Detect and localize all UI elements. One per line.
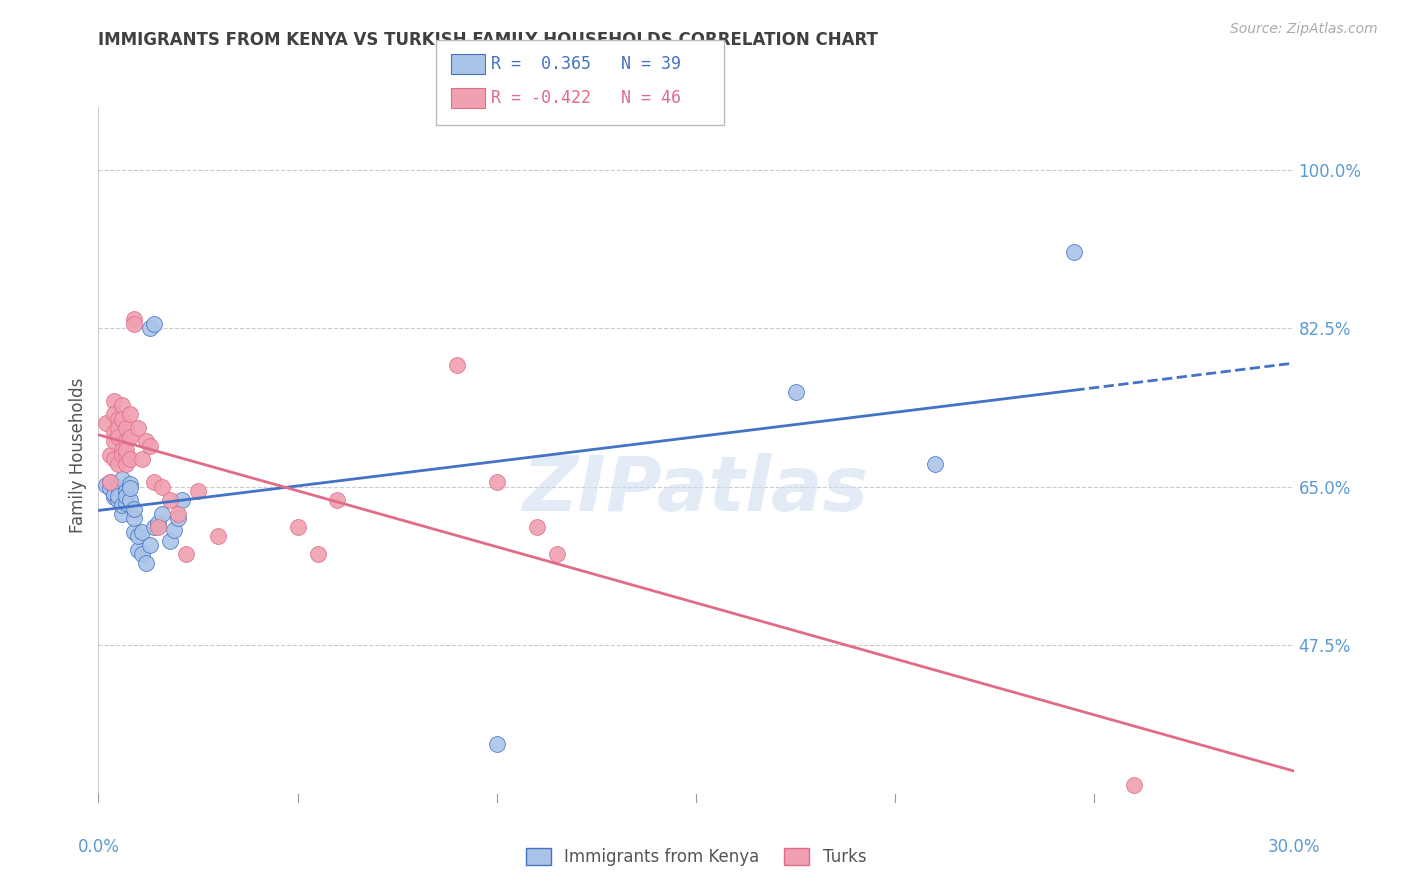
Point (96, 477, 118, 491)
Point (103, 434, 125, 449)
Text: R =  0.365   N = 39: R = 0.365 N = 39 (491, 55, 681, 73)
Point (120, 476, 142, 491)
Legend: Immigrants from Kenya, Turks: Immigrants from Kenya, Turks (517, 839, 875, 874)
Point (135, 557, 157, 571)
Point (107, 457, 129, 471)
Point (111, 498, 134, 512)
Point (159, 533, 181, 548)
Point (120, 452, 142, 467)
Point (115, 496, 138, 510)
Point (111, 411, 134, 425)
Point (148, 516, 170, 530)
Point (131, 452, 153, 467)
Point (187, 484, 209, 499)
Point (124, 524, 146, 539)
Point (124, 312, 146, 326)
Point (127, 421, 149, 435)
Point (120, 493, 142, 508)
Point (120, 481, 142, 495)
Point (135, 434, 157, 449)
Point (143, 520, 166, 534)
Point (100, 448, 122, 462)
Text: 30.0%: 30.0% (1267, 838, 1320, 855)
Point (111, 472, 134, 486)
Point (124, 317, 146, 331)
Point (163, 523, 186, 537)
Point (115, 489, 138, 503)
Point (526, 520, 548, 534)
Point (115, 457, 138, 471)
Point (159, 493, 181, 508)
Point (111, 507, 134, 521)
Point (131, 547, 153, 561)
Point (103, 393, 125, 408)
Point (167, 507, 190, 521)
Point (107, 421, 129, 435)
Point (111, 443, 134, 458)
Point (115, 443, 138, 458)
Point (924, 457, 946, 471)
Point (124, 511, 146, 525)
Point (131, 524, 153, 539)
Point (148, 520, 170, 534)
Point (485, 737, 508, 751)
Point (139, 538, 162, 552)
Point (111, 398, 134, 412)
Point (103, 452, 125, 467)
Point (100, 481, 122, 495)
Point (115, 484, 138, 499)
Point (107, 489, 129, 503)
Point (111, 448, 134, 462)
Point (115, 421, 138, 435)
Text: 0.0%: 0.0% (77, 838, 120, 855)
Point (167, 511, 190, 525)
Point (174, 547, 197, 561)
Point (103, 425, 125, 440)
Point (100, 475, 122, 489)
Text: IMMIGRANTS FROM KENYA VS TURKISH FAMILY HOUSEHOLDS CORRELATION CHART: IMMIGRANTS FROM KENYA VS TURKISH FAMILY … (98, 31, 879, 49)
Point (107, 479, 129, 493)
Point (1123, 778, 1146, 792)
Text: R = -0.422   N = 46: R = -0.422 N = 46 (491, 89, 681, 107)
Point (107, 430, 129, 444)
Point (107, 493, 129, 508)
Point (107, 411, 129, 425)
Point (139, 321, 162, 335)
Point (785, 384, 807, 399)
Point (124, 502, 146, 516)
Point (143, 317, 166, 331)
Point (1063, 244, 1085, 259)
Point (100, 475, 122, 489)
Point (485, 475, 508, 489)
Text: Source: ZipAtlas.com: Source: ZipAtlas.com (1230, 22, 1378, 37)
Point (172, 493, 194, 508)
Point (127, 542, 149, 557)
Point (120, 430, 142, 444)
Point (287, 520, 309, 534)
Point (546, 547, 568, 561)
Point (115, 434, 138, 449)
Point (150, 507, 173, 521)
Point (446, 358, 468, 372)
Point (150, 479, 173, 493)
Point (120, 407, 142, 421)
Text: ZIPatlas: ZIPatlas (523, 453, 869, 526)
Point (139, 439, 162, 453)
Point (115, 448, 138, 462)
Point (207, 529, 229, 543)
Point (103, 487, 125, 501)
Point (103, 491, 125, 505)
Point (127, 529, 149, 543)
Point (307, 547, 329, 561)
Y-axis label: Family Households: Family Households (69, 377, 87, 533)
Point (103, 407, 125, 421)
Point (326, 493, 349, 508)
Point (143, 475, 166, 489)
Point (96, 417, 118, 431)
